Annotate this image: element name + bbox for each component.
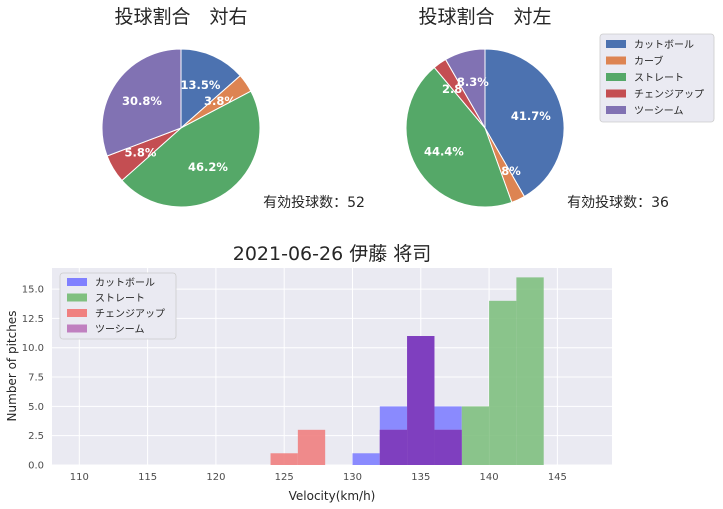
pie-slice-label: 46.2% — [188, 160, 228, 174]
x-tick-label: 145 — [548, 472, 567, 483]
histogram-title: 2021-06-26 伊藤 将司 — [233, 243, 432, 265]
pie-slice-label: 44.4% — [424, 145, 464, 159]
pie-slice-label: 13.5% — [181, 78, 221, 92]
histogram-legend-swatch — [67, 324, 87, 333]
histogram-legend-swatch — [67, 309, 87, 317]
histogram-legend-label: チェンジアップ — [95, 308, 165, 320]
legend-label: カーブ — [634, 55, 663, 68]
y-axis-label: Number of pitches — [5, 311, 19, 422]
pie-slice — [180, 48, 241, 130]
legend-swatch — [606, 40, 626, 48]
histogram-legend-swatch — [67, 293, 87, 302]
pie-legend-frame — [599, 33, 715, 123]
histogram-bar — [489, 300, 517, 465]
pie-slice-label: 41.7% — [511, 109, 551, 123]
legend-swatch — [606, 73, 626, 81]
histogram-bar — [297, 429, 326, 465]
y-tick-label: 10.0 — [22, 343, 44, 354]
pie-title-vs-right: 投球割合 対右 — [114, 6, 247, 28]
legend-swatch — [606, 56, 626, 65]
pie-chart-vs-right: 投球割合 対右 13.5%3.8%46.2%5.8%30.8% 有効投球数：52 — [101, 6, 365, 211]
legend-label: チェンジアップ — [634, 89, 704, 101]
legend-swatch — [606, 106, 626, 114]
legend-label: ツーシーム — [634, 105, 684, 117]
pie-slice — [444, 48, 486, 130]
x-tick-label: 135 — [411, 472, 430, 483]
x-tick-label: 125 — [275, 472, 294, 483]
pie-slice-label: 8.3% — [457, 75, 489, 89]
y-tick-label: 12.5 — [22, 314, 44, 325]
histogram-legend-swatch — [67, 278, 87, 286]
histogram-bar-overlap — [407, 336, 435, 465]
x-tick-label: 115 — [138, 472, 157, 483]
x-tick-label: 140 — [480, 472, 499, 483]
histogram-legend-frame — [59, 272, 177, 340]
histogram-legend-label: ストレート — [95, 294, 145, 305]
pitch-count-vs-right: 有効投球数：52 — [263, 195, 365, 211]
pie-slice — [484, 48, 565, 198]
x-tick-label: 120 — [206, 472, 225, 483]
y-tick-label: 0.0 — [28, 461, 44, 472]
pie-slice-label: 30.8% — [122, 94, 162, 108]
histogram-legend-label: カットボール — [95, 277, 155, 289]
x-axis-label: Velocity(km/h) — [289, 489, 376, 503]
pie-slice — [405, 66, 513, 208]
y-tick-label: 5.0 — [28, 402, 44, 413]
histogram-legend-label: ツーシーム — [95, 324, 145, 336]
pie-slice — [121, 90, 261, 208]
y-tick-label: 2.5 — [28, 431, 44, 442]
histogram-bar-overlap — [434, 429, 462, 465]
legend-swatch — [606, 89, 626, 98]
x-tick-label: 110 — [70, 472, 89, 483]
histogram-bar — [352, 453, 380, 465]
y-tick-label: 15.0 — [22, 285, 44, 296]
histogram-bar — [516, 277, 544, 465]
pitch-count-vs-left: 有効投球数：36 — [567, 195, 669, 211]
x-tick-label: 130 — [343, 472, 362, 483]
pie-slice-label: 5.8% — [125, 146, 157, 160]
pie-slice — [101, 48, 182, 157]
legend-label: カットボール — [634, 39, 694, 51]
pie-chart-vs-left: 投球割合 対左 41.7%2.8%44.4%2.8%8.3% 有効投球数：36 — [405, 6, 669, 211]
histogram-bar-overlap — [379, 429, 408, 465]
legend-label: ストレート — [634, 73, 684, 84]
histogram-bar — [461, 406, 490, 465]
y-tick-label: 7.5 — [28, 373, 44, 384]
histogram-chart: 110 115 120 125 130 135 140 145 0.0 2.5 5.0 7.5 10.0… — [22, 268, 612, 483]
pie-title-vs-left: 投球割合 対左 — [418, 6, 551, 28]
histogram-bar — [270, 453, 298, 465]
